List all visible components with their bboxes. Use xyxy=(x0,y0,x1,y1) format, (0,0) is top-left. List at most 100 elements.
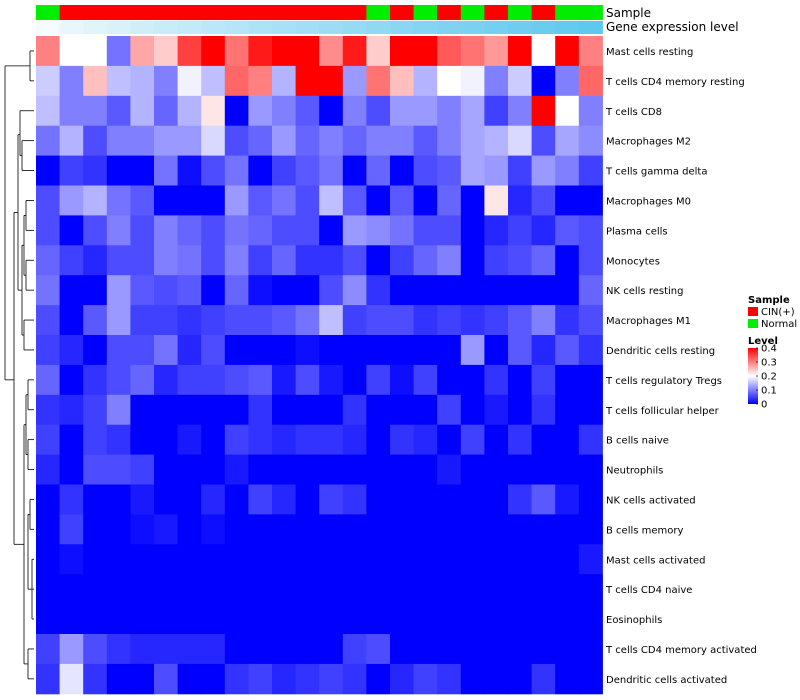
heatmap-cell-14-20 xyxy=(508,454,533,485)
heatmap-cell-18-18 xyxy=(460,574,485,605)
heatmap-cell-19-7 xyxy=(201,604,226,635)
heatmap-cell-6-9 xyxy=(248,215,273,246)
heatmap-cell-2-1 xyxy=(59,95,84,127)
heatmap-cell-16-0 xyxy=(36,514,61,545)
heatmap-cell-1-0 xyxy=(36,65,61,97)
heatmap-cell-15-8 xyxy=(224,484,249,515)
heatmap-cell-14-16 xyxy=(413,454,438,485)
sample-cell-13 xyxy=(342,5,367,20)
heatmap-cell-10-0 xyxy=(36,335,61,366)
heatmap-cell-21-6 xyxy=(177,663,202,695)
heatmap-cell-16-13 xyxy=(342,514,367,545)
heatmap-cell-15-23 xyxy=(578,484,603,515)
heatmap-cell-13-12 xyxy=(319,424,344,456)
heatmap-cell-20-20 xyxy=(508,634,533,665)
heatmap-cell-19-0 xyxy=(36,604,61,635)
row-label-3: Macrophages M2 xyxy=(606,137,691,148)
heatmap-cell-19-5 xyxy=(154,604,179,635)
heatmap-cell-11-4 xyxy=(130,364,155,396)
heatmap-cell-16-20 xyxy=(508,514,533,545)
heatmap-cell-7-18 xyxy=(460,245,485,276)
heatmap-cell-0-7 xyxy=(201,36,226,67)
heatmap-cell-11-2 xyxy=(83,364,108,396)
row-label-15: NK cells activated xyxy=(606,495,696,506)
heatmap-cell-19-8 xyxy=(224,604,249,635)
heatmap-cell-6-10 xyxy=(272,215,297,246)
heatmap-cell-8-0 xyxy=(36,275,61,306)
heatmap-cell-21-23 xyxy=(578,663,603,695)
heatmap-cell-5-1 xyxy=(59,185,84,216)
row-label-17: Mast cells activated xyxy=(606,555,705,566)
heatmap-cell-12-12 xyxy=(319,394,344,426)
heatmap-cell-2-6 xyxy=(177,95,202,127)
heatmap-cell-6-7 xyxy=(201,215,226,246)
heatmap-cell-16-6 xyxy=(177,514,202,545)
heatmap-cell-19-19 xyxy=(484,604,509,635)
heatmap-cell-13-21 xyxy=(531,424,556,456)
row-label-7: Monocytes xyxy=(606,256,660,267)
heatmap-cell-13-19 xyxy=(484,424,509,456)
heatmap-cell-0-4 xyxy=(130,36,155,67)
heatmap-cell-17-22 xyxy=(555,544,580,575)
heatmap-cell-17-1 xyxy=(59,544,84,575)
heatmap-cell-21-22 xyxy=(555,663,580,695)
heatmap-cell-4-20 xyxy=(508,155,533,186)
legend-label-cin: CIN(+) xyxy=(761,307,795,318)
row-label-9: Macrophages M1 xyxy=(606,316,691,327)
heatmap-cell-8-1 xyxy=(59,275,84,306)
heatmap-cell-14-13 xyxy=(342,454,367,485)
heatmap-cell-6-19 xyxy=(484,215,509,246)
heatmap-cell-1-17 xyxy=(437,65,462,97)
heatmap-cell-0-13 xyxy=(342,36,367,67)
heatmap-cell-8-4 xyxy=(130,275,155,306)
heatmap-cell-2-13 xyxy=(342,95,367,127)
gene-track-label: Gene expression level xyxy=(606,20,739,34)
heatmap-cell-1-11 xyxy=(295,65,320,97)
heatmap-cell-17-17 xyxy=(437,544,462,575)
heatmap-cell-6-23 xyxy=(578,215,603,246)
heatmap-cell-14-18 xyxy=(460,454,485,485)
heatmap-cell-20-13 xyxy=(342,634,367,665)
gene-level-cell-18 xyxy=(460,21,485,34)
heatmap-cell-11-9 xyxy=(248,364,273,396)
heatmap-cell-11-14 xyxy=(366,364,391,396)
heatmap-cell-12-19 xyxy=(484,394,509,426)
heatmap-cell-9-16 xyxy=(413,305,438,336)
heatmap-cell-20-5 xyxy=(154,634,179,665)
heatmap-cell-12-18 xyxy=(460,394,485,426)
heatmap-cell-12-17 xyxy=(437,394,462,426)
heatmap-cell-17-3 xyxy=(106,544,131,575)
heatmap-cell-3-12 xyxy=(319,125,344,157)
sample-annotation-track xyxy=(36,5,603,20)
heatmap-cell-15-15 xyxy=(390,484,415,515)
legend-label-normal: Normal xyxy=(761,319,797,330)
heatmap-cell-2-11 xyxy=(295,95,320,127)
heatmap-cell-21-20 xyxy=(508,663,533,695)
heatmap-cell-10-23 xyxy=(578,335,603,366)
gene-level-cell-14 xyxy=(366,21,391,34)
sample-cell-8 xyxy=(224,5,249,20)
heatmap-cell-17-11 xyxy=(295,544,320,575)
heatmap-cell-20-10 xyxy=(272,634,297,665)
heatmap-cell-18-1 xyxy=(59,574,84,605)
heatmap-cell-13-14 xyxy=(366,424,391,456)
heatmap-cell-7-6 xyxy=(177,245,202,276)
heatmap-cell-12-3 xyxy=(106,394,131,426)
sample-cell-22 xyxy=(555,5,580,20)
heatmap-cell-13-15 xyxy=(390,424,415,456)
heatmap-cell-20-1 xyxy=(59,634,84,665)
heatmap-cell-7-14 xyxy=(366,245,391,276)
heatmap-cell-21-14 xyxy=(366,663,391,695)
heatmap-cell-3-20 xyxy=(508,125,533,157)
heatmap-cell-10-12 xyxy=(319,335,344,366)
heatmap-cell-12-5 xyxy=(154,394,179,426)
heatmap-cell-5-13 xyxy=(342,185,367,216)
heatmap-cell-11-18 xyxy=(460,364,485,396)
heatmap-cell-21-16 xyxy=(413,663,438,695)
heatmap-cell-21-1 xyxy=(59,663,84,695)
heatmap-cell-10-7 xyxy=(201,335,226,366)
heatmap-cell-3-5 xyxy=(154,125,179,157)
heatmap-cell-19-22 xyxy=(555,604,580,635)
row-label-6: Plasma cells xyxy=(606,226,668,237)
heatmap-cell-2-9 xyxy=(248,95,273,127)
